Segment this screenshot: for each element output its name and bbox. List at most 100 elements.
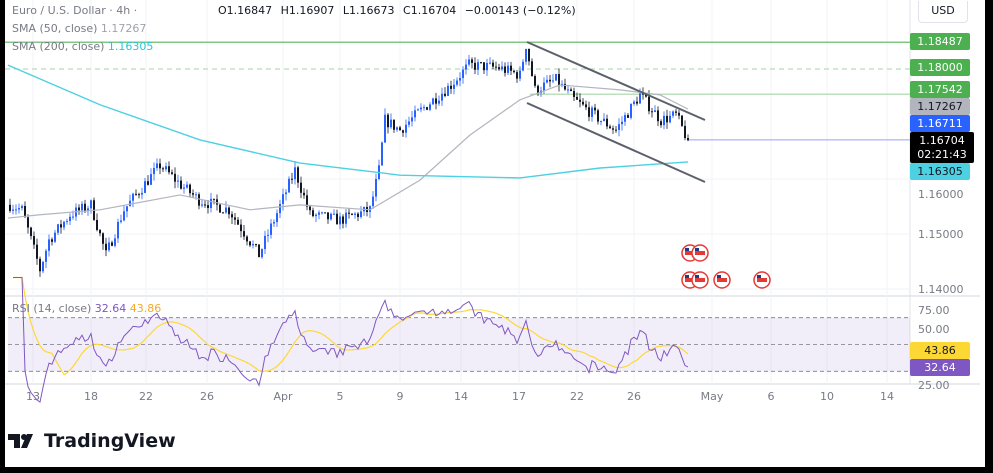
candle-body: [567, 89, 569, 91]
sma200-legend[interactable]: SMA (200, close) 1.16305: [12, 40, 153, 53]
candle-body: [21, 205, 23, 209]
candle-body: [600, 120, 602, 122]
us-flag-icon: [757, 278, 767, 282]
candle-body: [507, 65, 509, 73]
time-tick: 13: [26, 390, 40, 403]
candle-body: [207, 205, 209, 209]
sma200-value: 1.16305: [107, 40, 154, 53]
us-flag-canton: [717, 275, 721, 278]
candle-body: [153, 168, 155, 175]
candle-body: [396, 127, 398, 130]
candle-body: [522, 61, 524, 71]
time-tick: May: [700, 390, 724, 403]
candle-body: [216, 199, 218, 205]
candle-body: [624, 115, 626, 122]
candle-body: [57, 224, 59, 233]
candle-body: [660, 121, 662, 126]
candle-body: [165, 166, 167, 170]
candle-body: [282, 194, 284, 204]
candle-body: [429, 104, 431, 110]
candle-body: [90, 200, 92, 209]
candle-body: [327, 212, 329, 220]
time-tick: 22: [139, 390, 153, 403]
price-label-bid: 1.16711: [910, 115, 970, 132]
high-value: H1.16907: [280, 4, 335, 17]
candle-body: [597, 110, 599, 122]
candle-body: [543, 82, 545, 91]
candle-body: [537, 85, 539, 94]
rsi-legend[interactable]: RSI (14, close) 32.64 43.86: [12, 302, 161, 315]
candle-body: [171, 172, 173, 174]
candle-body: [315, 214, 317, 217]
candle-body: [459, 78, 461, 81]
candle-body: [525, 48, 527, 62]
candle-body: [330, 213, 332, 220]
sma50-legend[interactable]: SMA (50, close) 1.17267: [12, 22, 146, 35]
tradingview-logo[interactable]: TradingView: [8, 430, 176, 452]
candle-body: [114, 238, 116, 246]
candle-body: [510, 65, 512, 71]
candle-body: [531, 61, 533, 77]
candle-body: [144, 181, 146, 193]
candle-body: [45, 250, 47, 262]
candle-body: [219, 204, 221, 213]
candle-body: [381, 142, 383, 166]
time-tick: 14: [880, 390, 894, 403]
candle-body: [300, 182, 302, 193]
candle-body: [360, 211, 362, 217]
candle-body: [393, 119, 395, 130]
tradingview-logo-icon: [8, 434, 33, 448]
candle-body: [414, 110, 416, 118]
candle-body: [417, 109, 419, 111]
rsi-label: RSI (14, close): [12, 302, 92, 315]
candle-body: [189, 184, 191, 194]
candle-body: [564, 83, 566, 90]
candle-body: [489, 62, 491, 64]
candle-body: [477, 62, 479, 70]
candle-body: [138, 194, 140, 196]
candle-body: [687, 137, 689, 141]
candle-body: [198, 194, 200, 206]
open-value: O1.16847: [218, 4, 273, 17]
candle-body: [213, 198, 215, 200]
candle-body: [621, 121, 623, 125]
candle-body: [210, 198, 212, 209]
candle-body: [228, 207, 230, 215]
time-tick: 22: [570, 390, 584, 403]
currency-button[interactable]: USD: [918, 1, 968, 23]
candle-body: [672, 111, 674, 116]
candle-body: [240, 224, 242, 232]
candle-body: [174, 173, 176, 182]
candle-body: [333, 213, 335, 215]
candle-body: [603, 118, 605, 121]
candle-body: [645, 94, 647, 97]
sma200-line: [7, 64, 689, 179]
candle-body: [642, 93, 644, 95]
candle-body: [87, 208, 89, 211]
candle-body: [573, 91, 575, 97]
candle-body: [63, 221, 65, 228]
candle-body: [105, 243, 107, 251]
candle-body: [96, 219, 98, 230]
candle-body: [408, 121, 410, 125]
candle-body: [18, 208, 20, 210]
candle-body: [204, 204, 206, 206]
candle-body: [387, 114, 389, 128]
candle-body: [465, 64, 467, 70]
candle-body: [261, 249, 263, 258]
time-tick: 17: [512, 390, 526, 403]
candle-body: [627, 115, 629, 118]
candle-body: [180, 180, 182, 189]
candle-body: [135, 193, 137, 195]
candle-body: [345, 212, 347, 224]
candle-body: [291, 178, 293, 180]
bar-countdown: 02:21:43: [917, 148, 967, 161]
candle-body: [441, 93, 443, 101]
candle-body: [255, 244, 257, 246]
candle-body: [27, 217, 29, 228]
channel-lower-line: [526, 102, 706, 183]
candle-body: [231, 214, 233, 218]
candle-body: [243, 231, 245, 237]
candle-body: [123, 211, 125, 221]
